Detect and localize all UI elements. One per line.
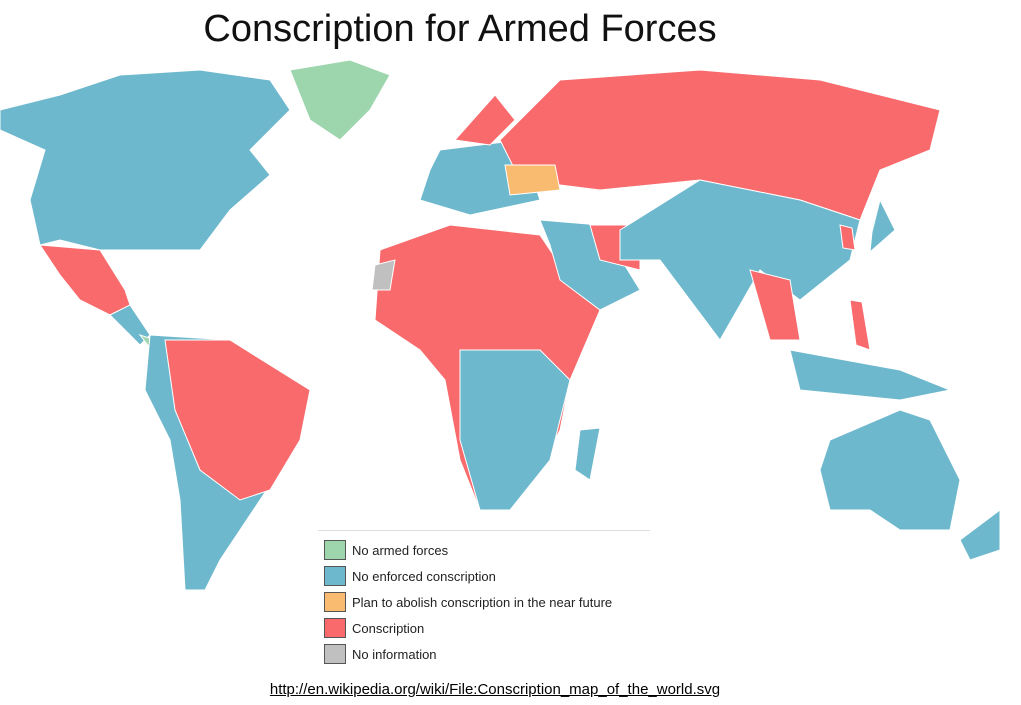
southeast-asia: [749, 269, 801, 341]
legend-label: Plan to abolish conscription in the near…: [352, 594, 613, 610]
southern-africa: [459, 349, 571, 511]
western-sahara: [371, 259, 396, 291]
mexico: [39, 244, 131, 316]
brazil: [164, 339, 311, 501]
philippines: [849, 299, 871, 351]
legend-item: No information: [324, 643, 437, 665]
legend-swatch: [324, 540, 346, 560]
russia: [499, 69, 941, 221]
new-zealand: [959, 509, 1001, 561]
legend-swatch: [324, 592, 346, 612]
legend: No armed forces No enforced conscription P…: [318, 530, 650, 667]
legend-swatch: [324, 644, 346, 664]
slide-title: Conscription for Armed Forces: [203, 8, 717, 50]
legend-label: No information: [352, 646, 437, 662]
legend-item: Plan to abolish conscription in the near…: [324, 591, 612, 613]
australia: [819, 409, 961, 531]
indonesia: [789, 349, 952, 401]
ukraine: [504, 164, 561, 196]
legend-item: Conscription: [324, 617, 424, 639]
japan: [869, 198, 896, 254]
legend-item: No enforced conscription: [324, 565, 496, 587]
north-america: [0, 69, 291, 251]
legend-label: No enforced conscription: [352, 568, 496, 584]
scandinavia: [454, 94, 516, 146]
korea: [839, 224, 856, 251]
legend-label: Conscription: [352, 620, 425, 636]
legend-label: No armed forces: [352, 542, 449, 558]
greenland: [289, 59, 391, 141]
madagascar: [574, 427, 601, 481]
legend-item: No armed forces: [324, 539, 448, 561]
legend-swatch: [324, 618, 346, 638]
legend-swatch: [324, 566, 346, 586]
source-link[interactable]: http://en.wikipedia.org/wiki/File:Conscr…: [269, 681, 721, 698]
